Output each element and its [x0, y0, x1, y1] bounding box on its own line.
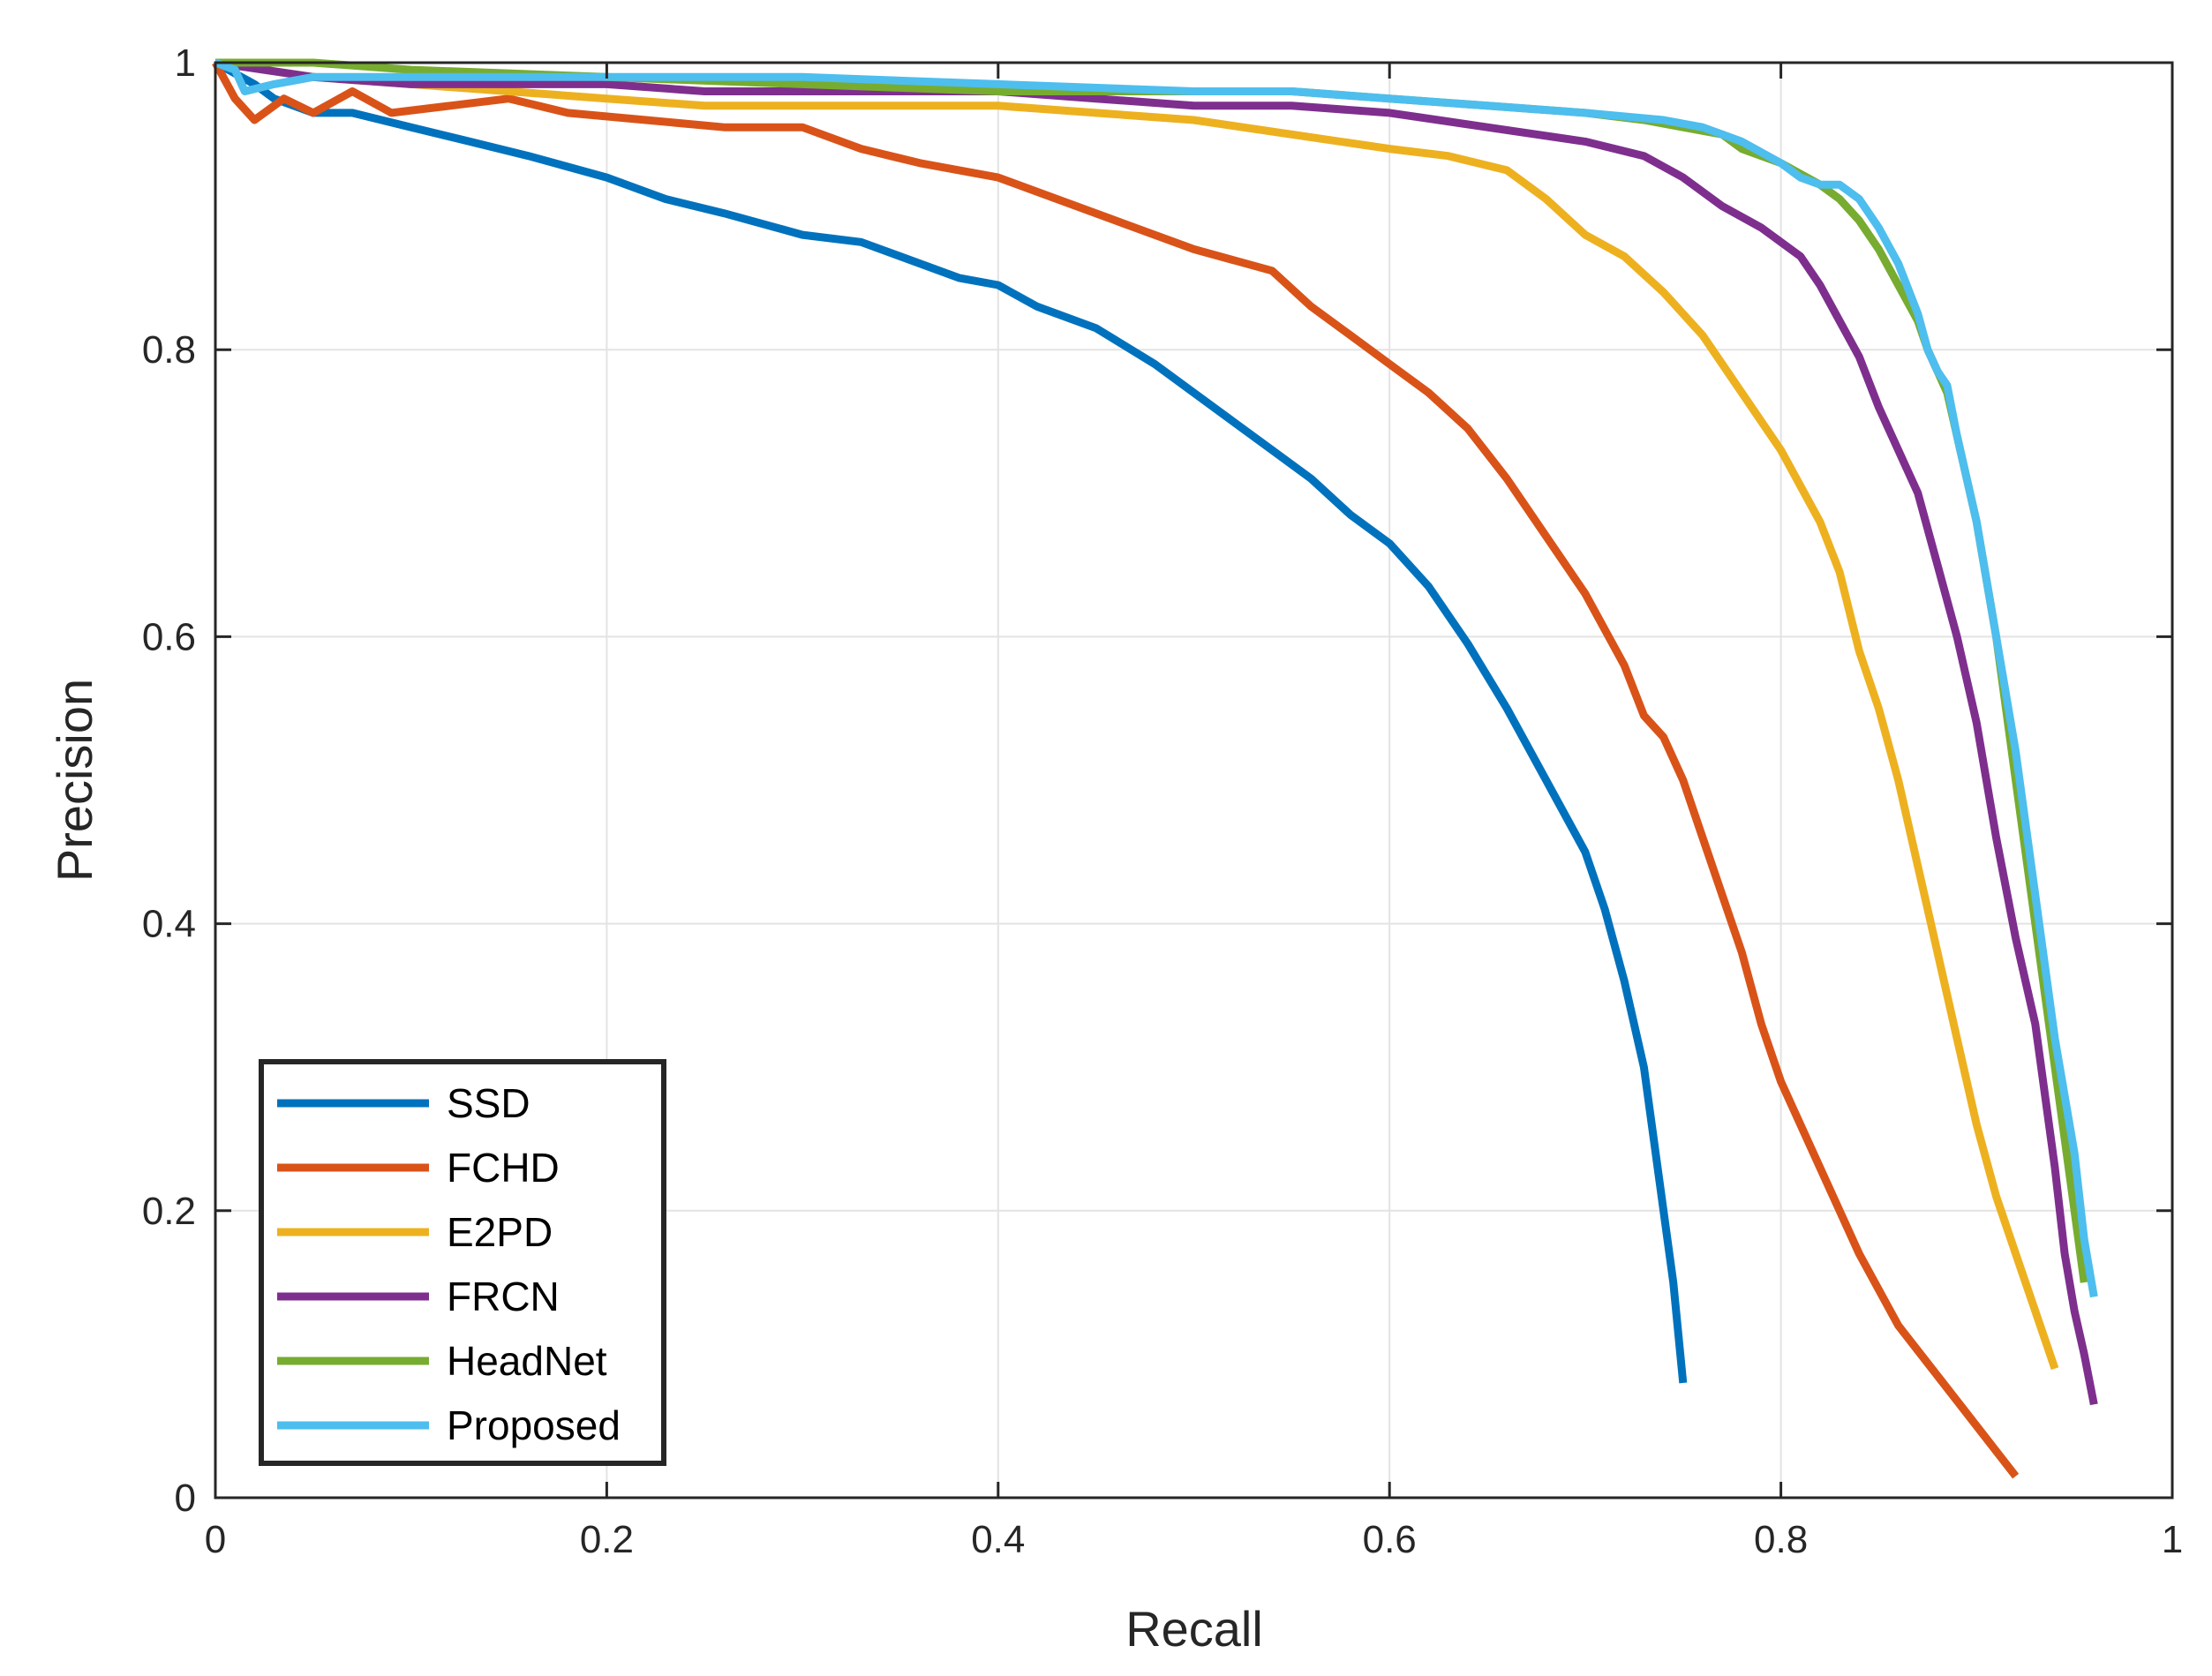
x-tick-label: 0.2 — [580, 1518, 634, 1561]
x-axis-title: Recall — [1125, 1601, 1263, 1657]
axes — [214, 61, 2174, 1499]
y-tick-label: 0.6 — [142, 615, 196, 658]
series-line-e2pd — [214, 58, 2059, 1371]
y-axis-title: Precision — [47, 679, 102, 882]
x-tick-label: 1 — [2162, 1518, 2183, 1561]
series-line-frcn — [214, 58, 2098, 1406]
tick-labels: 0 0.2 0.4 0.6 0.8 1 0 0.2 0.4 0.6 0.8 1 — [142, 41, 2183, 1561]
legend: SSD FCHD E2PD FRCN HeadNet Proposed — [259, 1059, 666, 1466]
legend-label-headnet: HeadNet — [447, 1338, 607, 1384]
legend-box — [259, 1059, 666, 1466]
x-tick-label: 0.6 — [1363, 1518, 1417, 1561]
x-tick-label: 0.8 — [1754, 1518, 1808, 1561]
y-tick-label: 0.2 — [142, 1190, 196, 1233]
plot-frame — [214, 61, 2174, 1499]
legend-label-frcn: FRCN — [447, 1274, 560, 1319]
x-tick-label: 0.4 — [971, 1518, 1025, 1561]
legend-label-ssd: SSD — [447, 1080, 530, 1126]
series-line-fchd — [212, 60, 2020, 1479]
x-tick-label: 0 — [205, 1518, 226, 1561]
legend-label-e2pd: E2PD — [447, 1209, 553, 1255]
legend-label-fchd: FCHD — [447, 1145, 560, 1191]
y-tick-label: 1 — [175, 41, 196, 85]
y-tick-label: 0 — [175, 1477, 196, 1520]
y-tick-label: 0.8 — [142, 328, 196, 372]
series-line-ssd — [213, 59, 1688, 1384]
legend-label-proposed: Proposed — [447, 1402, 621, 1448]
y-tick-label: 0.4 — [142, 903, 196, 946]
grid — [215, 63, 2172, 1498]
